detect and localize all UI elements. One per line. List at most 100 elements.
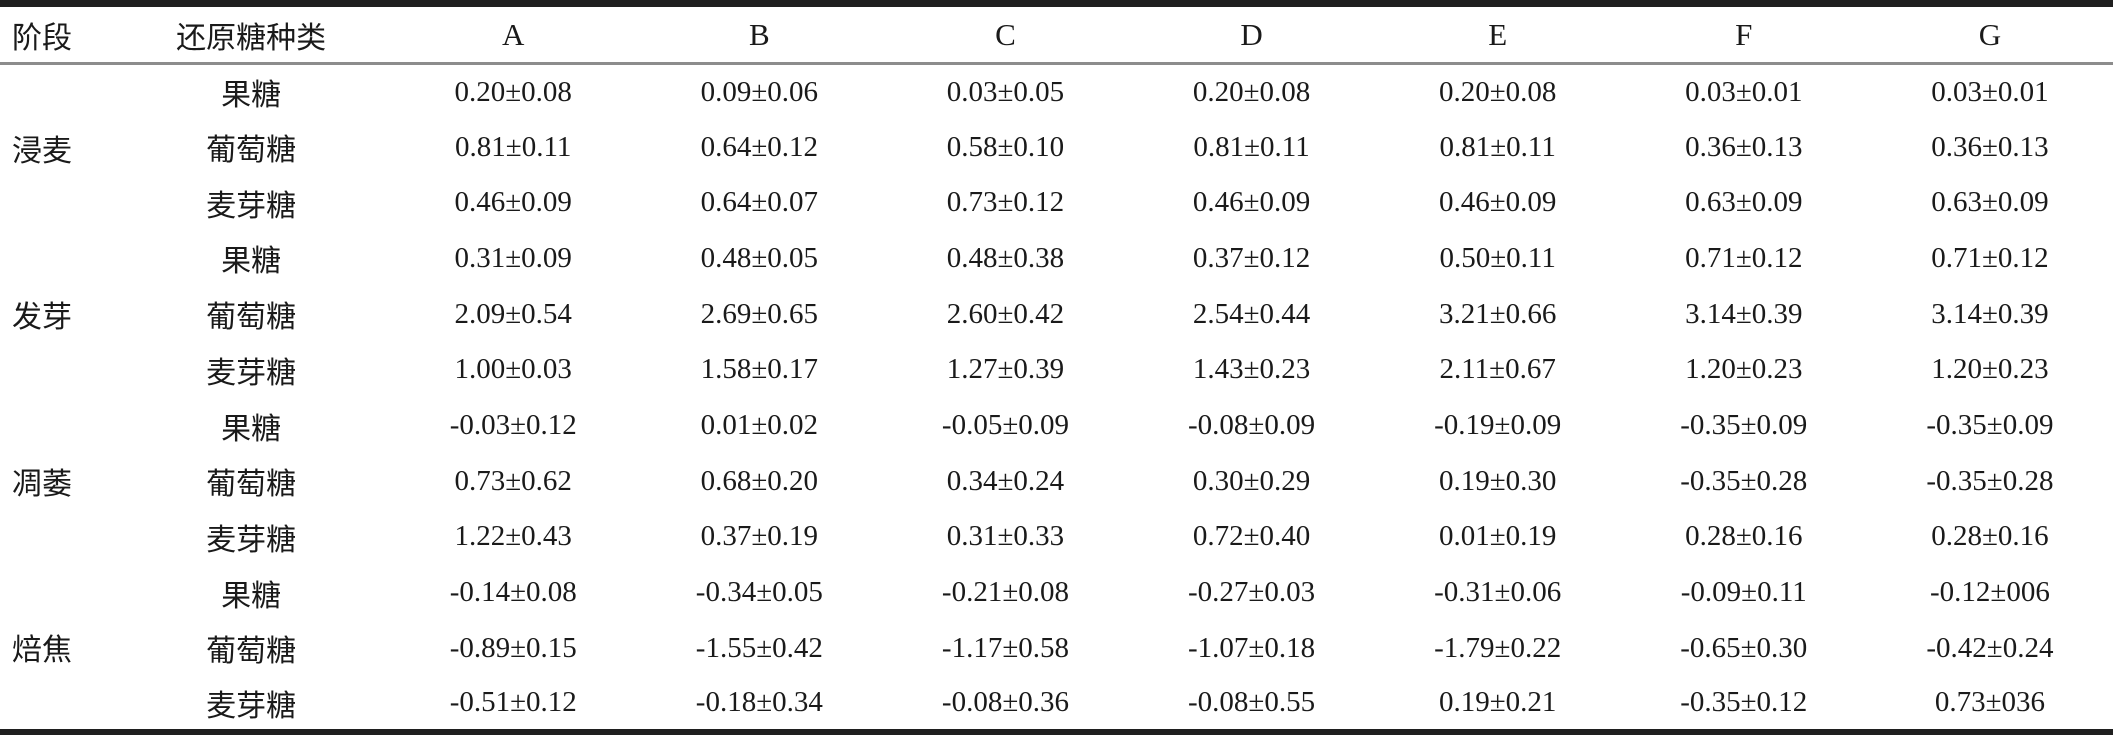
value-cell: 0.20±0.08 (1438, 75, 1557, 108)
table-row: 发芽 果糖 0.31±0.09 0.48±0.05 0.48±0.38 0.37±0.12… (0, 231, 2113, 334)
value-cell: -0.51±0.12 (449, 686, 577, 719)
value-cell: 0.81±0.11 (455, 130, 572, 163)
value-cell: 2.69±0.65 (700, 297, 819, 330)
value-cell: -0.21±0.08 (941, 576, 1069, 609)
value-cell: 1.20±0.23 (1931, 353, 2049, 386)
value-cell: 0.36±0.13 (1931, 130, 2049, 163)
value-cell: -0.35±0.28 (1926, 464, 2054, 497)
value-cell: 0.73±0.12 (946, 186, 1065, 219)
column-header-sample-a: A (390, 3, 637, 65)
value-cell: 0.50±0.11 (1439, 241, 1556, 274)
value-cell: 0.37±0.19 (700, 520, 819, 553)
value-cell: 1.58±0.17 (700, 353, 819, 386)
column-header-sample-b: B (636, 3, 883, 65)
value-cell: 2.11±0.67 (1439, 353, 1556, 386)
value-cell: -0.35±0.09 (1680, 409, 1808, 442)
value-cell: 3.14±0.39 (1931, 297, 2049, 330)
value-cell: 0.01±0.19 (1438, 520, 1557, 553)
sugar-type-cell: 麦芽糖 (206, 356, 297, 390)
value-cell: 0.71±0.12 (1931, 241, 2049, 274)
value-cell: 3.21±0.66 (1438, 297, 1557, 330)
value-cell: 0.63±0.09 (1931, 186, 2049, 219)
value-cell: 0.36±0.13 (1685, 130, 1803, 163)
value-cell: 2.54±0.44 (1192, 297, 1311, 330)
value-cell: 0.09±0.06 (700, 75, 819, 108)
stage-label: 浸麦 (12, 134, 72, 168)
value-cell: 1.20±0.23 (1685, 353, 1803, 386)
value-cell: -0.31±0.06 (1434, 576, 1562, 609)
value-cell: 0.28±0.16 (1931, 520, 2049, 553)
table-row: 麦芽糖 -0.51±0.12 -0.18±0.34 -0.08±0.36 -0.08±0… (0, 676, 2113, 732)
column-header-sugar-type: 还原糖种类 (112, 3, 391, 65)
value-cell: -0.42±0.24 (1926, 631, 2054, 664)
value-cell: 1.22±0.43 (454, 520, 572, 553)
header-row: 阶段 还原糖种类 A B C D E F G (0, 3, 2113, 65)
value-cell: 0.31±0.09 (454, 241, 572, 274)
value-cell: 0.20±0.08 (1192, 75, 1311, 108)
value-cell: -1.17±0.58 (941, 631, 1069, 664)
value-cell: -0.09±0.11 (1680, 576, 1807, 609)
value-cell: 0.46±0.09 (1192, 186, 1311, 219)
sugar-type-cell: 果糖 (221, 245, 282, 279)
table-row: 葡萄糖 2.09±0.54 2.69±0.65 2.60±0.42 2.54±0.44 3… (0, 286, 2113, 342)
value-cell: 0.20±0.08 (454, 75, 572, 108)
value-cell: 0.68±0.20 (700, 464, 819, 497)
value-cell: 1.27±0.39 (946, 353, 1065, 386)
column-header-stage: 阶段 (0, 3, 113, 65)
column-header-sample-g: G (1866, 3, 2113, 65)
value-cell: -0.35±0.28 (1680, 464, 1808, 497)
table-header: 阶段 还原糖种类 A B C D E F G (0, 3, 2113, 65)
sugar-type-cell: 果糖 (221, 412, 282, 446)
stage-label: 焙焦 (12, 633, 72, 667)
value-cell: -0.05±0.09 (941, 409, 1069, 442)
table-row: 葡萄糖 -0.89±0.15 -1.55±0.42 -1.17±0.58 -1.07±0… (0, 621, 2113, 677)
value-cell: 0.73±036 (1934, 686, 2045, 719)
value-cell: -0.03±0.12 (449, 409, 577, 442)
table-row: 麦芽糖 1.00±0.03 1.58±0.17 1.27±0.39 1.43±0.23 2… (0, 342, 2113, 398)
value-cell: 0.46±0.09 (454, 186, 572, 219)
value-cell: -0.65±0.30 (1680, 631, 1808, 664)
value-cell: 0.19±0.30 (1438, 464, 1557, 497)
value-cell: 3.14±0.39 (1685, 297, 1803, 330)
sugar-type-cell: 果糖 (221, 79, 282, 113)
value-cell: -0.27±0.03 (1188, 576, 1316, 609)
table-row: 麦芽糖 1.22±0.43 0.37±0.19 0.31±0.33 0.72±0.40 0… (0, 509, 2113, 565)
value-cell: -0.14±0.08 (449, 576, 577, 609)
value-cell: 0.71±0.12 (1685, 241, 1803, 274)
table-row: 葡萄糖 0.81±0.11 0.64±0.12 0.58±0.10 0.81±0.11 0… (0, 119, 2113, 175)
value-cell: 0.30±0.29 (1192, 464, 1311, 497)
value-cell: 0.28±0.16 (1685, 520, 1803, 553)
column-header-sample-f: F (1620, 3, 1867, 65)
value-cell: -0.35±0.09 (1926, 409, 2054, 442)
sugar-type-cell: 葡萄糖 (206, 134, 297, 168)
value-cell: -0.08±0.36 (941, 686, 1069, 719)
value-cell: -0.34±0.05 (695, 576, 823, 609)
value-cell: 0.03±0.01 (1931, 75, 2049, 108)
value-cell: 0.37±0.12 (1192, 241, 1311, 274)
sugar-type-cell: 麦芽糖 (206, 689, 297, 723)
value-cell: 0.81±0.11 (1439, 130, 1556, 163)
value-cell: 0.48±0.05 (700, 241, 819, 274)
value-cell: 0.64±0.12 (700, 130, 819, 163)
table-row: 焙焦 果糖 -0.14±0.08 -0.34±0.05 -0.21±0.08 -0.27±… (0, 565, 2113, 667)
sugar-type-cell: 麦芽糖 (206, 523, 297, 557)
table-row: 葡萄糖 0.73±0.62 0.68±0.20 0.34±0.24 0.30±0.29 0… (0, 453, 2113, 509)
value-cell: 0.72±0.40 (1192, 520, 1311, 553)
value-cell: -0.08±0.09 (1188, 409, 1316, 442)
sugar-type-cell: 果糖 (221, 579, 282, 613)
value-cell: 2.60±0.42 (946, 297, 1065, 330)
value-cell: 1.43±0.23 (1192, 353, 1311, 386)
value-cell: -0.89±0.15 (449, 631, 577, 664)
value-cell: -0.08±0.55 (1188, 686, 1316, 719)
value-cell: -0.18±0.34 (695, 686, 823, 719)
value-cell: 0.01±0.02 (700, 409, 819, 442)
value-cell: 1.00±0.03 (454, 353, 572, 386)
value-cell: 0.64±0.07 (700, 186, 819, 219)
table-row: 浸麦 果糖 0.20±0.08 0.09±0.06 0.03±0.05 0.20±0.08… (0, 64, 2113, 168)
value-cell: -0.12±006 (1930, 576, 2050, 609)
value-cell: 0.03±0.05 (946, 75, 1065, 108)
table-row: 麦芽糖 0.46±0.09 0.64±0.07 0.73±0.12 0.46±0.09 0… (0, 175, 2113, 231)
value-cell: 0.34±0.24 (946, 464, 1065, 497)
